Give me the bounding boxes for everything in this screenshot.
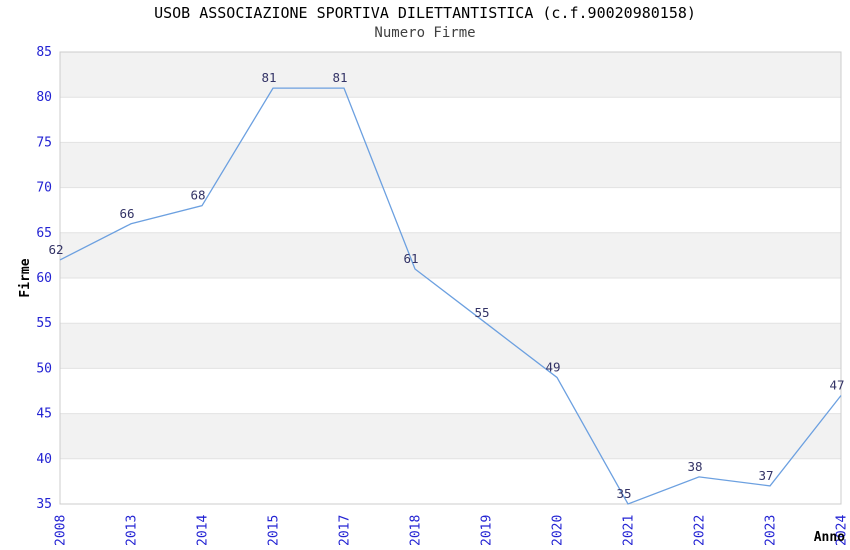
data-label: 62 (48, 242, 63, 257)
data-label: 81 (332, 70, 347, 85)
y-tick-label: 80 (36, 90, 52, 105)
data-label: 68 (190, 188, 205, 203)
x-tick-label: 2013 (125, 515, 140, 546)
y-tick-label: 85 (36, 45, 52, 60)
data-label: 55 (474, 305, 489, 320)
y-axis-title: Firme (18, 258, 33, 297)
y-tick-label: 65 (36, 226, 52, 241)
chart-title: USOB ASSOCIAZIONE SPORTIVA DILETTANTISTI… (154, 4, 696, 22)
y-tick-label: 60 (36, 271, 52, 286)
y-tick-label: 75 (36, 135, 52, 150)
y-tick-label: 40 (36, 452, 52, 467)
x-tick-label: 2024 (835, 515, 850, 546)
y-tick-label: 55 (36, 316, 52, 331)
band-row (60, 142, 841, 188)
y-tick-label: 45 (36, 407, 52, 422)
data-label: 81 (261, 70, 276, 85)
x-tick-label: 2017 (338, 515, 353, 546)
data-label: 47 (829, 378, 844, 393)
y-tick-label: 70 (36, 181, 52, 196)
plot-border (59, 51, 842, 505)
x-tick-label: 2023 (764, 515, 779, 546)
data-label: 66 (119, 206, 134, 221)
x-tick-label: 2014 (196, 515, 211, 546)
chart-subtitle: Numero Firme (374, 25, 476, 41)
gridlines (60, 96, 841, 460)
plot-bands (60, 52, 841, 459)
band-row (60, 52, 841, 98)
data-label: 35 (616, 486, 631, 501)
y-tick-labels: 85 80 75 70 65 60 55 50 45 40 35 (36, 45, 52, 512)
band-row (60, 323, 841, 369)
x-axis-title: Anno (814, 530, 845, 545)
x-tick-label: 2019 (480, 515, 495, 546)
band-row (60, 232, 841, 278)
x-tick-label: 2020 (551, 515, 566, 546)
data-labels: 62 66 68 81 81 61 55 49 35 38 37 47 (48, 70, 844, 501)
x-tick-label: 2018 (409, 515, 424, 546)
x-tick-label: 2015 (267, 515, 282, 546)
y-tick-label: 50 (36, 361, 52, 376)
x-tick-label: 2022 (693, 515, 708, 546)
y-tick-label: 35 (36, 497, 52, 512)
data-label: 61 (403, 251, 418, 266)
data-label: 37 (758, 468, 773, 483)
band-row (60, 413, 841, 459)
data-label: 49 (545, 359, 560, 374)
series-line (59, 87, 842, 505)
x-tick-labels: 2008 2013 2014 2015 2017 2018 2019 2020 2021 2022… (54, 515, 850, 546)
data-label: 38 (687, 459, 702, 474)
x-tick-label: 2008 (54, 515, 69, 546)
x-tick-label: 2021 (622, 515, 637, 546)
